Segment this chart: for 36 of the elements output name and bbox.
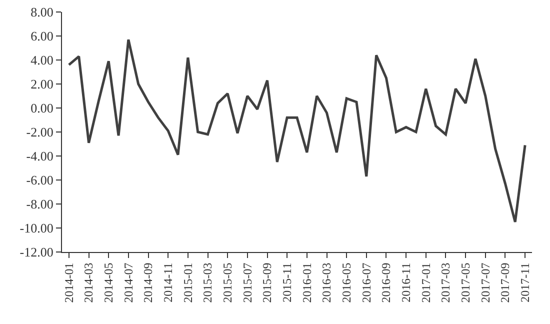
y-tick-label: 4.00 (30, 52, 54, 68)
x-tick-label: 2014-01 (62, 262, 76, 303)
line-series (68, 38, 526, 224)
y-tick-label: 0.00 (30, 100, 54, 116)
x-tick-label: 2016-05 (339, 262, 354, 303)
x-tick-label: 2017-07 (478, 262, 492, 303)
x-tick-label: 2017-03 (438, 262, 453, 303)
y-tick-label: -2.00 (26, 124, 54, 140)
x-tick-label: 2014-11 (161, 262, 175, 302)
x-tick-label: 2016-07 (359, 262, 374, 303)
x-tick-label: 2014-05 (102, 262, 116, 303)
x-tick-label: 2016-11 (398, 262, 413, 302)
x-tick-label: 2015-09 (260, 262, 274, 303)
x-tick-label: 2016-03 (320, 262, 334, 303)
x-tick-label: 2017-05 (458, 262, 472, 303)
x-tick-label: 2017-09 (498, 262, 512, 303)
x-tick-label: 2015-07 (240, 262, 254, 303)
y-tick-label: -8.00 (26, 196, 54, 212)
y-tick-label: 6.00 (30, 28, 54, 44)
y-tick-label: 8.00 (30, 4, 54, 20)
x-tick-label: 2014-07 (121, 262, 136, 303)
x-tick-label: 2015-11 (280, 262, 294, 302)
x-tick-label: 2016-01 (300, 262, 314, 303)
x-tick-label: 2015-01 (180, 262, 195, 303)
x-tick-label: 2016-09 (379, 262, 394, 303)
x-tick-label: 2015-03 (200, 262, 215, 303)
y-tick-label: -10.00 (20, 220, 54, 236)
y-tick-label: -4.00 (26, 148, 54, 164)
x-tick-label: 2017-01 (418, 262, 433, 303)
y-tick-label: -6.00 (26, 172, 54, 188)
x-tick-label: 2014-03 (82, 262, 96, 303)
y-tick-label: 2.00 (30, 76, 54, 92)
x-tick-label: 2014-09 (141, 262, 156, 303)
y-tick-label: -12.00 (20, 244, 54, 260)
x-tick-label: 2017-11 (518, 262, 532, 302)
x-tick-label: 2015-05 (220, 262, 234, 303)
